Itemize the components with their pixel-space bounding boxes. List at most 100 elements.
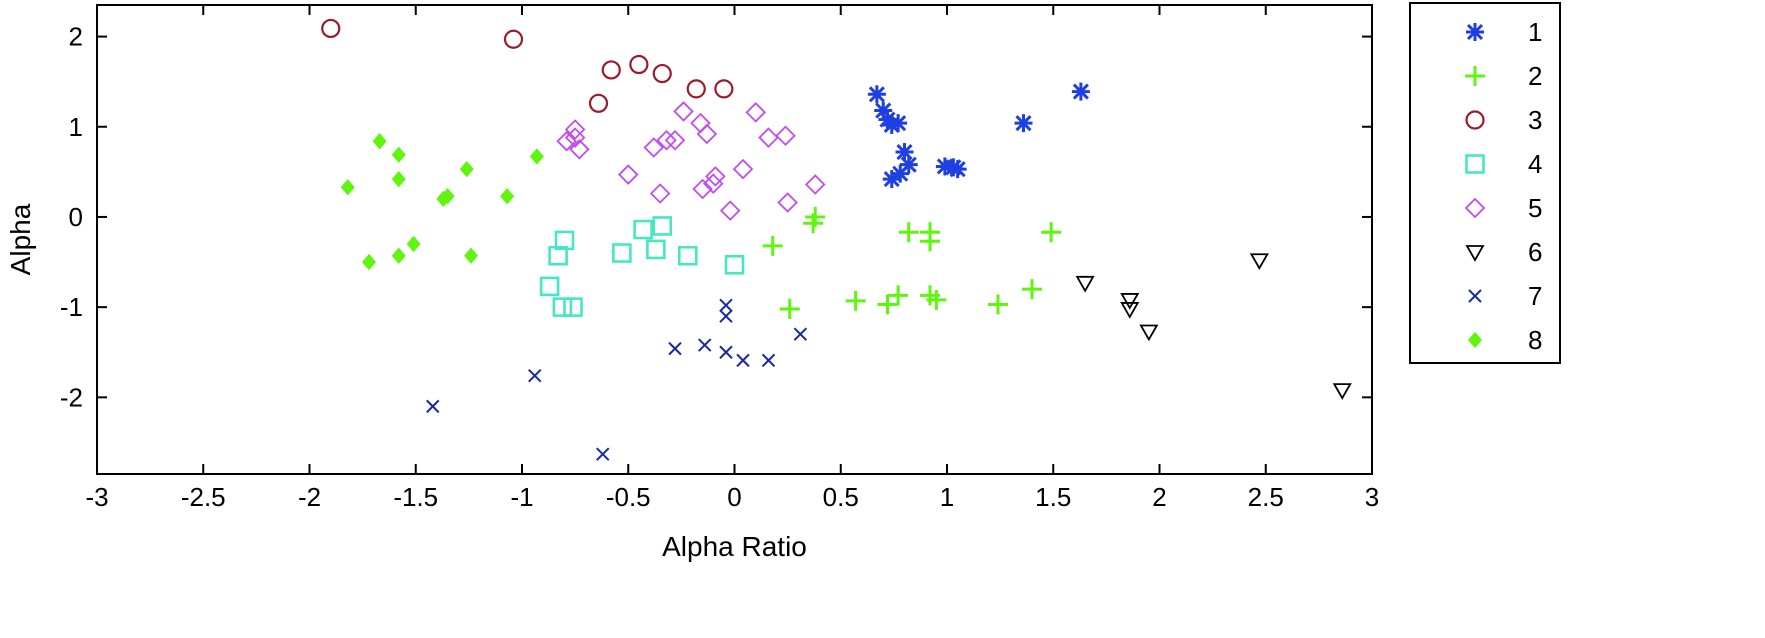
series-5	[556, 101, 826, 221]
data-point	[1139, 324, 1159, 342]
plot-area	[321, 18, 1352, 461]
data-point	[564, 127, 586, 148]
x-tick-label: 2	[1152, 482, 1166, 512]
data-point	[440, 188, 455, 205]
data-point	[612, 243, 632, 263]
data-point	[777, 192, 798, 213]
data-point	[724, 254, 745, 275]
data-point	[920, 231, 940, 252]
series-1	[867, 82, 1090, 189]
data-point	[548, 245, 568, 266]
data-point	[867, 85, 886, 104]
data-point	[528, 368, 542, 383]
data-point	[845, 290, 866, 311]
x-axis-title: Alpha Ratio	[662, 531, 807, 562]
data-point	[677, 245, 698, 266]
data-point	[552, 297, 573, 317]
legend-entry: 5	[1464, 193, 1542, 223]
data-point	[673, 101, 694, 122]
legend-marker	[1465, 110, 1485, 130]
legend-entry: 3	[1465, 105, 1542, 135]
x-tick-label: 3	[1365, 482, 1379, 512]
data-point	[426, 399, 440, 414]
y-tick-label: -1	[60, 292, 83, 322]
data-point	[459, 160, 474, 178]
y-axis-title: Alpha	[5, 203, 36, 275]
data-point	[719, 345, 733, 359]
series-8	[340, 133, 544, 271]
data-point	[1332, 383, 1352, 400]
series-4	[539, 216, 745, 317]
data-point	[761, 353, 776, 368]
legend-entry: 6	[1465, 237, 1542, 267]
data-point	[564, 119, 586, 140]
legend-label: 8	[1528, 325, 1542, 355]
data-point	[563, 297, 583, 317]
data-point	[877, 294, 898, 315]
data-point	[646, 239, 666, 260]
data-point	[1022, 279, 1042, 300]
legend-marker	[1465, 245, 1485, 262]
data-point	[714, 79, 734, 99]
x-tick-label: 2.5	[1248, 482, 1284, 512]
x-tick-label: 0.5	[823, 482, 859, 512]
legend-marker	[1466, 23, 1484, 41]
data-point	[656, 130, 677, 151]
series-2	[762, 206, 1062, 319]
data-point	[803, 213, 824, 234]
axes: -3 -2.5 -2 -1.5 -1 -0.5 0 0.5 1 1.5 2 2.5 3 2 1 0 -1 -2	[60, 4, 1379, 512]
data-point	[500, 188, 515, 205]
data-point	[690, 112, 711, 134]
y-tick-label: -2	[60, 382, 83, 412]
data-point	[686, 79, 706, 99]
data-point	[362, 253, 376, 271]
data-point	[372, 133, 387, 150]
data-point	[889, 114, 908, 133]
data-point	[464, 247, 478, 264]
data-point	[775, 125, 796, 147]
data-point	[698, 338, 712, 352]
data-point	[719, 309, 733, 323]
legend-label: 3	[1528, 105, 1542, 135]
data-point	[1075, 275, 1095, 293]
data-point	[391, 170, 406, 188]
data-point	[1249, 253, 1269, 271]
data-point	[793, 327, 808, 341]
data-point	[1120, 293, 1140, 310]
data-point	[529, 148, 544, 165]
legend-label: 5	[1528, 193, 1542, 223]
data-point	[1041, 222, 1062, 243]
x-tick-label: -3	[85, 482, 108, 512]
x-tick-label: -1	[510, 482, 533, 512]
legend-label: 6	[1528, 237, 1542, 267]
x-tick-label: 1.5	[1035, 482, 1071, 512]
data-point	[601, 60, 621, 80]
data-point	[617, 164, 639, 185]
legend-marker	[1465, 154, 1485, 174]
y-tick-label: 2	[69, 22, 83, 52]
data-point	[652, 216, 673, 236]
x-tick-label: 1	[940, 482, 954, 512]
data-point	[762, 235, 783, 256]
legend-box	[1409, 2, 1561, 364]
legend-entry: 8	[1468, 325, 1542, 355]
data-point	[1120, 302, 1140, 319]
legend-marker	[1468, 331, 1482, 349]
data-point	[948, 160, 967, 179]
data-point	[898, 222, 919, 243]
data-point	[1071, 82, 1090, 101]
data-point	[664, 130, 686, 151]
data-point	[779, 298, 800, 319]
data-point	[736, 353, 750, 368]
series-7	[426, 298, 808, 461]
legend-label: 1	[1528, 17, 1542, 47]
data-point	[692, 178, 713, 200]
data-point	[539, 276, 560, 297]
legend-entry: 4	[1465, 149, 1542, 179]
data-point	[882, 170, 901, 189]
data-point	[732, 158, 754, 180]
legend-label: 7	[1528, 281, 1542, 311]
x-tick-label: -0.5	[606, 482, 651, 512]
data-point	[503, 29, 524, 49]
legend-marker	[1464, 197, 1486, 219]
